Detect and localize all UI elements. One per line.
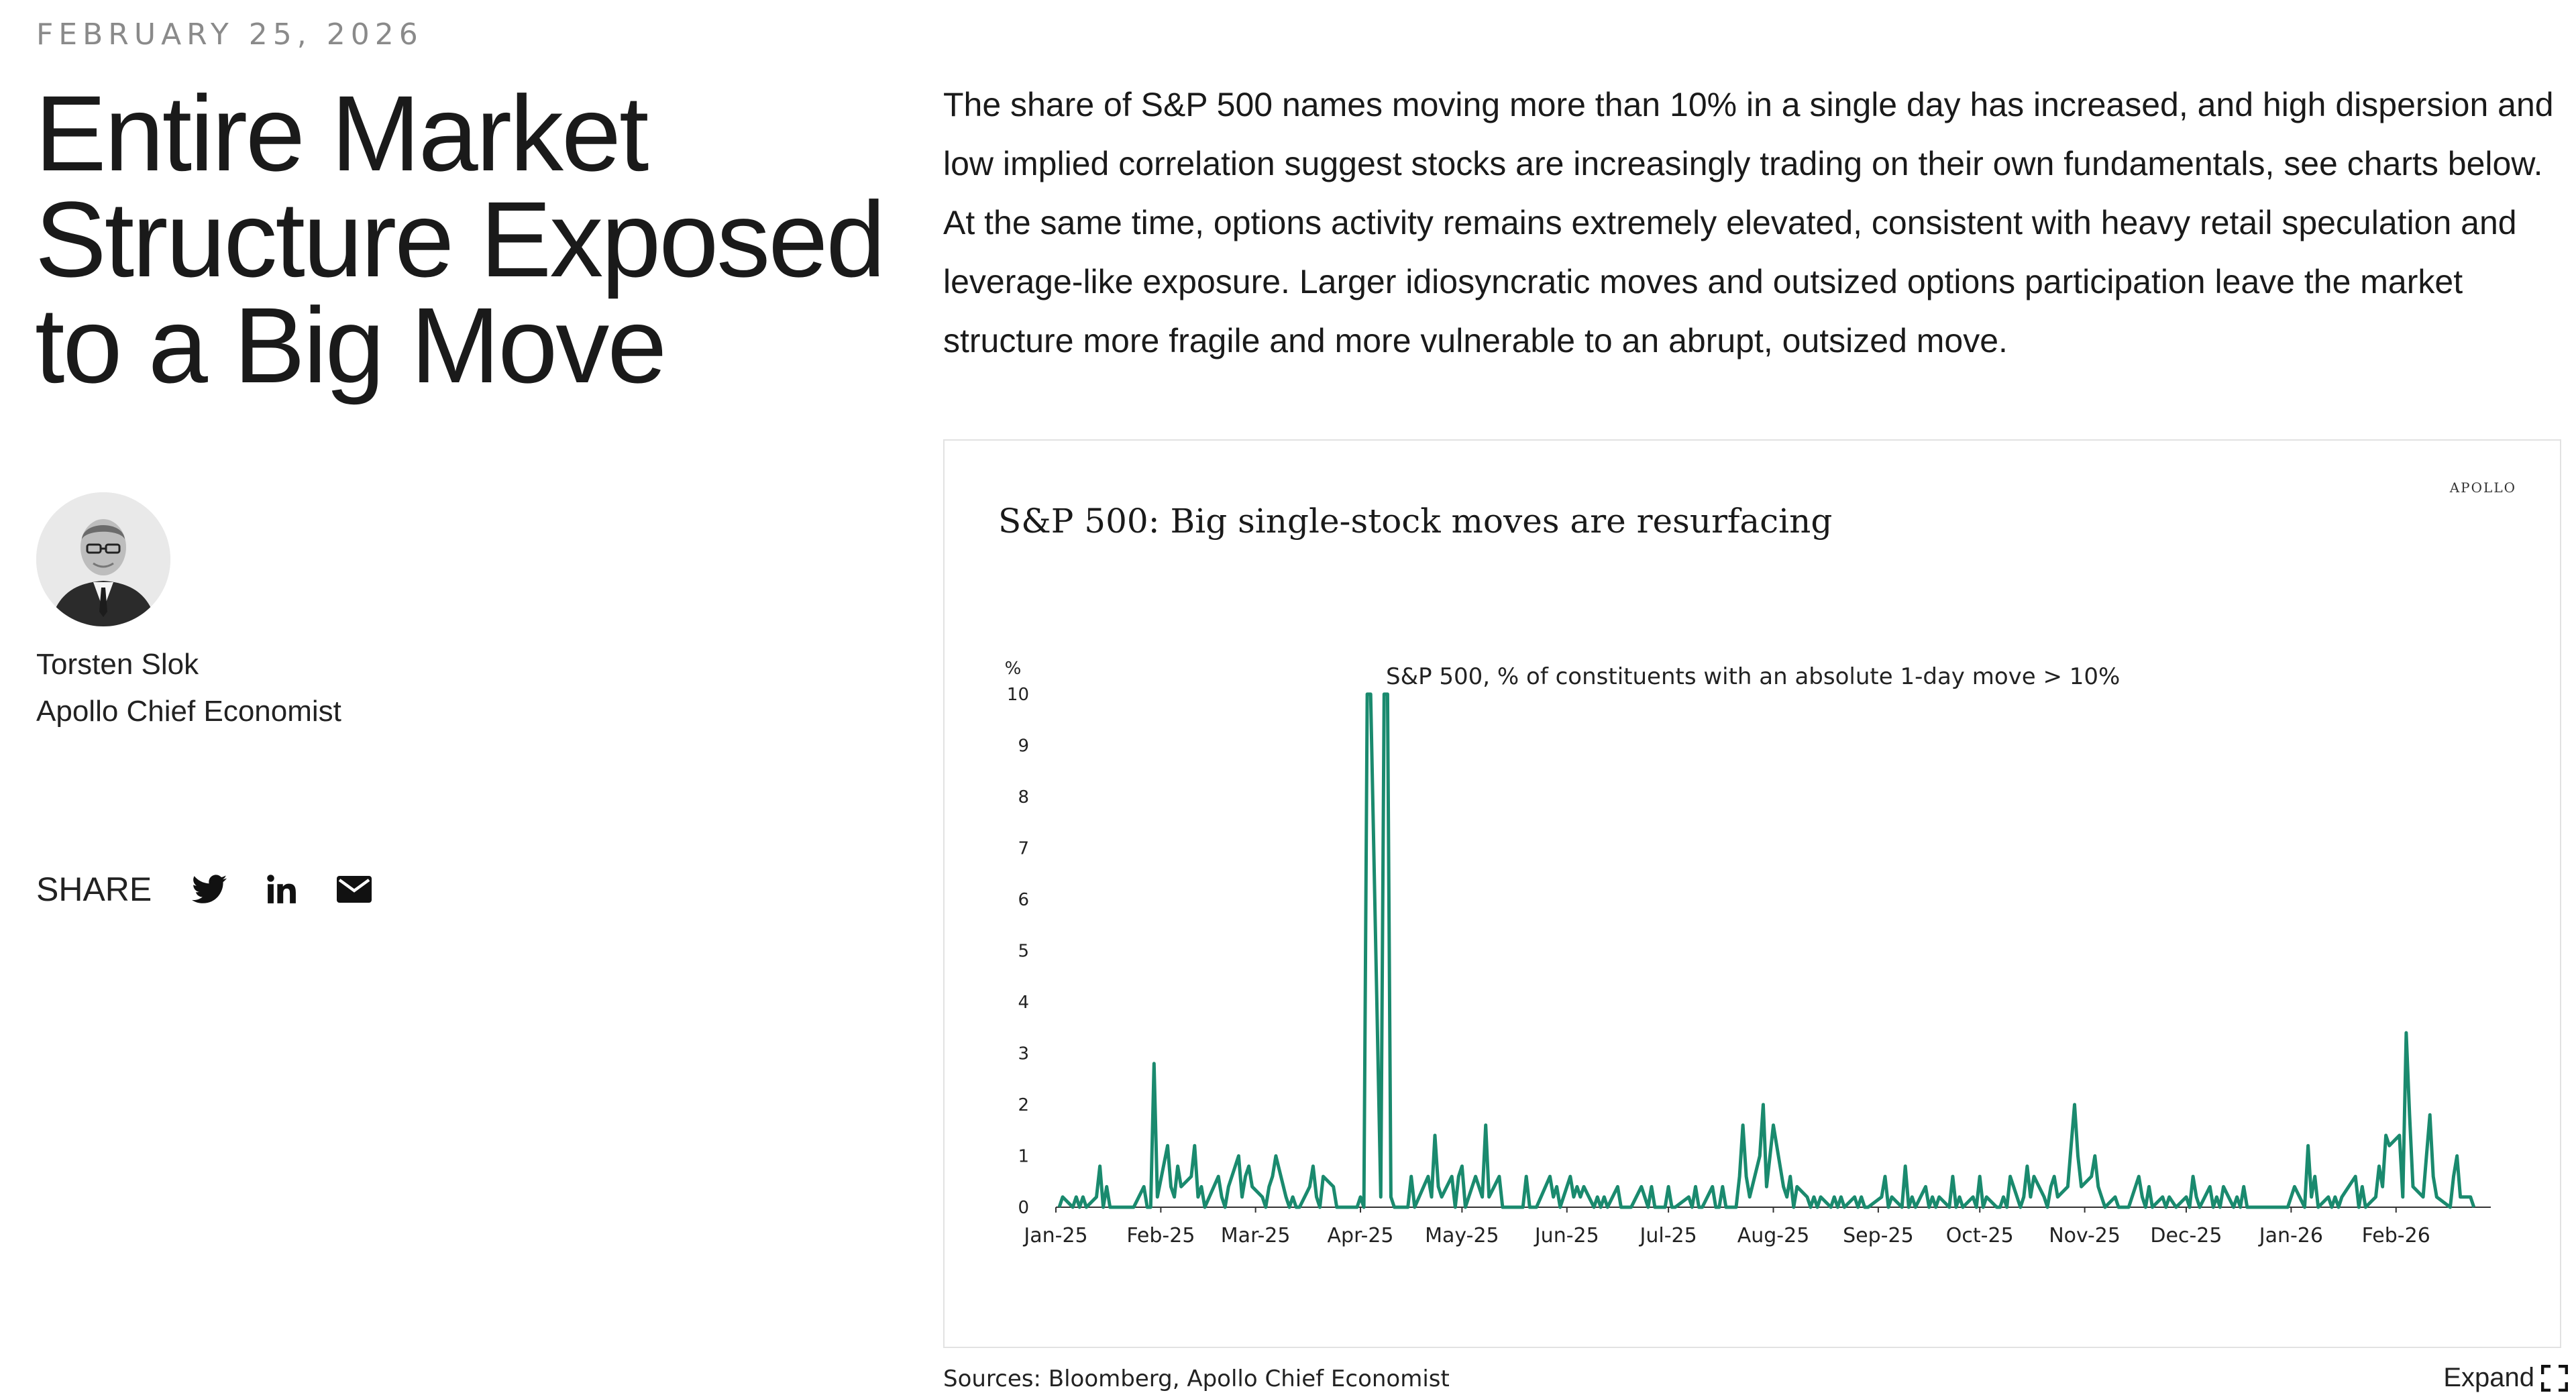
chart-title: S&P 500: Big single-stock moves are resu… <box>998 502 1832 541</box>
share-bar: SHARE <box>36 869 407 909</box>
x-tick-label: Oct-25 <box>1946 1224 2014 1247</box>
x-tick-label: Jan-25 <box>1022 1224 1087 1247</box>
expand-icon <box>2541 1364 2568 1392</box>
x-tick-label: Feb-25 <box>1126 1224 1195 1247</box>
y-tick-label: 9 <box>1018 736 1029 757</box>
y-axis: 0 1 2 3 4 5 6 7 8 9 10 <box>1007 685 1029 1218</box>
x-tick-label: Jul-25 <box>1639 1224 1697 1247</box>
y-tick-label: 0 <box>1018 1198 1029 1218</box>
x-tick-label: May-25 <box>1425 1224 1499 1247</box>
article-title: Entire Market Structure Exposed to a Big… <box>35 73 885 405</box>
x-tick-label: Mar-25 <box>1221 1224 1291 1247</box>
x-tick-label: Jan-26 <box>2258 1224 2323 1247</box>
expand-label: Expand <box>2443 1363 2534 1392</box>
y-axis-unit: % <box>1005 659 1022 679</box>
y-tick-label: 7 <box>1018 839 1029 859</box>
y-tick-label: 6 <box>1018 890 1029 910</box>
twitter-icon[interactable] <box>189 869 229 909</box>
x-tick-label: Aug-25 <box>1737 1224 1810 1247</box>
y-tick-label: 2 <box>1018 1095 1029 1115</box>
y-tick-label: 3 <box>1018 1044 1029 1064</box>
x-tick-label: Sep-25 <box>1843 1224 1914 1247</box>
y-tick-label: 8 <box>1018 787 1029 807</box>
share-label: SHARE <box>36 871 152 908</box>
x-tick-label: Dec-25 <box>2150 1224 2222 1247</box>
y-tick-label: 5 <box>1018 942 1029 962</box>
y-tick-label: 1 <box>1018 1147 1029 1167</box>
chart-card: APOLLO S&P 500: Big single-stock moves a… <box>943 439 2561 1348</box>
person-photo-icon <box>36 492 170 626</box>
y-tick-label: 4 <box>1018 993 1029 1013</box>
y-tick-label: 10 <box>1007 685 1029 705</box>
chart-plot: APOLLO S&P 500: Big single-stock moves a… <box>998 480 2516 1247</box>
article-date: FEBRUARY 25, 2026 <box>36 17 423 52</box>
x-axis: Jan-25 Feb-25 Mar-25 Apr-25 May-25 Jun-25 Jul-… <box>1022 1207 2430 1247</box>
author-avatar <box>36 492 170 626</box>
chart-brand: APOLLO <box>2449 480 2516 496</box>
article-body: The share of S&P 500 names moving more t… <box>943 86 2554 359</box>
x-tick-label: Nov-25 <box>2049 1224 2121 1247</box>
x-tick-label: Jun-25 <box>1534 1224 1599 1247</box>
chart-sources: Sources: Bloomberg, Apollo Chief Economi… <box>943 1365 1450 1392</box>
author-name: Torsten Slok <box>36 648 199 681</box>
linkedin-icon[interactable] <box>262 869 302 909</box>
x-tick-label: Feb-26 <box>2362 1224 2430 1247</box>
chart-series-label: S&P 500, % of constituents with an absol… <box>1386 663 2120 690</box>
author-title: Apollo Chief Economist <box>36 695 341 728</box>
mail-icon[interactable] <box>334 869 374 909</box>
x-tick-label: Apr-25 <box>1328 1224 1394 1247</box>
series-line <box>1057 692 2476 1209</box>
expand-button[interactable]: Expand <box>2443 1363 2568 1393</box>
